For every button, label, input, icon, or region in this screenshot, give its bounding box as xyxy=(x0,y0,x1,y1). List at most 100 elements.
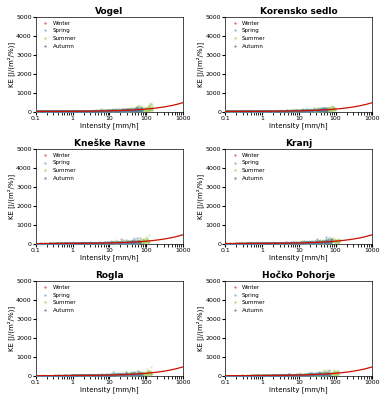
Point xyxy=(253,108,260,114)
Point xyxy=(291,240,297,246)
Point xyxy=(85,240,91,246)
Point xyxy=(124,108,130,114)
Point xyxy=(67,372,73,379)
Point xyxy=(265,240,272,247)
Point xyxy=(232,108,238,115)
Point xyxy=(86,372,92,379)
Point xyxy=(277,108,283,114)
Point xyxy=(111,107,117,114)
Point xyxy=(85,108,91,114)
Point xyxy=(52,108,58,114)
Point xyxy=(68,108,74,114)
Point xyxy=(296,108,302,114)
Point xyxy=(296,108,302,114)
Point xyxy=(125,240,132,246)
Point xyxy=(147,100,154,107)
Point xyxy=(52,372,58,379)
Point xyxy=(62,108,68,114)
Point xyxy=(111,107,118,114)
Point xyxy=(284,372,290,379)
Point xyxy=(303,240,309,246)
Point xyxy=(50,372,56,379)
Point xyxy=(78,108,84,115)
Point xyxy=(84,108,90,114)
Point xyxy=(280,240,286,246)
Point xyxy=(253,372,259,379)
Point xyxy=(288,108,295,114)
Point xyxy=(120,372,126,378)
Point xyxy=(315,106,321,113)
Point xyxy=(302,239,308,246)
Point xyxy=(127,107,133,113)
Point xyxy=(302,108,308,114)
Point xyxy=(307,108,313,114)
Point xyxy=(248,108,254,115)
Point xyxy=(129,370,135,377)
Point xyxy=(88,108,94,114)
Point xyxy=(232,372,238,379)
Point xyxy=(42,108,48,115)
Point xyxy=(298,372,304,378)
Point xyxy=(97,108,103,114)
Point xyxy=(233,372,239,379)
Point xyxy=(225,240,231,247)
Point xyxy=(318,107,324,114)
Point xyxy=(321,370,327,376)
Point xyxy=(110,239,116,246)
Point xyxy=(120,107,126,113)
Point xyxy=(293,108,299,114)
Point xyxy=(97,240,103,246)
Point xyxy=(286,108,292,114)
Point xyxy=(301,240,307,246)
Point xyxy=(89,372,95,378)
Point xyxy=(83,108,89,114)
Point xyxy=(38,108,44,115)
Point xyxy=(51,108,57,115)
Point xyxy=(129,371,135,378)
Point xyxy=(236,372,242,379)
Point xyxy=(255,372,262,379)
Point xyxy=(126,108,132,114)
Point xyxy=(74,108,80,114)
Point xyxy=(290,108,296,114)
Point xyxy=(131,239,137,246)
Point xyxy=(252,372,259,379)
Point xyxy=(123,107,129,113)
Point xyxy=(57,372,63,379)
Point xyxy=(223,240,229,247)
Point xyxy=(51,240,57,247)
Point xyxy=(89,108,96,114)
Point xyxy=(149,105,156,111)
Point xyxy=(71,372,77,379)
Point xyxy=(98,372,104,378)
Point xyxy=(115,240,122,246)
Point xyxy=(74,372,80,379)
Point xyxy=(321,240,327,246)
Point xyxy=(223,108,229,114)
Point xyxy=(103,372,109,379)
Point xyxy=(40,372,46,379)
Point xyxy=(70,240,77,246)
Point xyxy=(44,108,50,115)
Point xyxy=(230,240,236,247)
Point xyxy=(304,240,310,246)
Point xyxy=(76,108,82,114)
Point xyxy=(63,372,69,379)
Point xyxy=(259,108,265,114)
Point xyxy=(248,240,254,247)
Point xyxy=(96,108,103,114)
Point xyxy=(62,372,68,379)
Point xyxy=(308,240,314,246)
Point xyxy=(306,107,312,114)
Point xyxy=(100,107,106,114)
Point xyxy=(290,372,296,378)
Point xyxy=(281,372,288,378)
Point xyxy=(129,239,135,246)
Point xyxy=(130,239,136,245)
Point xyxy=(119,238,125,244)
Point xyxy=(315,240,322,246)
Point xyxy=(254,108,260,114)
Point xyxy=(313,371,320,378)
Point xyxy=(249,240,255,247)
Point xyxy=(38,240,44,247)
